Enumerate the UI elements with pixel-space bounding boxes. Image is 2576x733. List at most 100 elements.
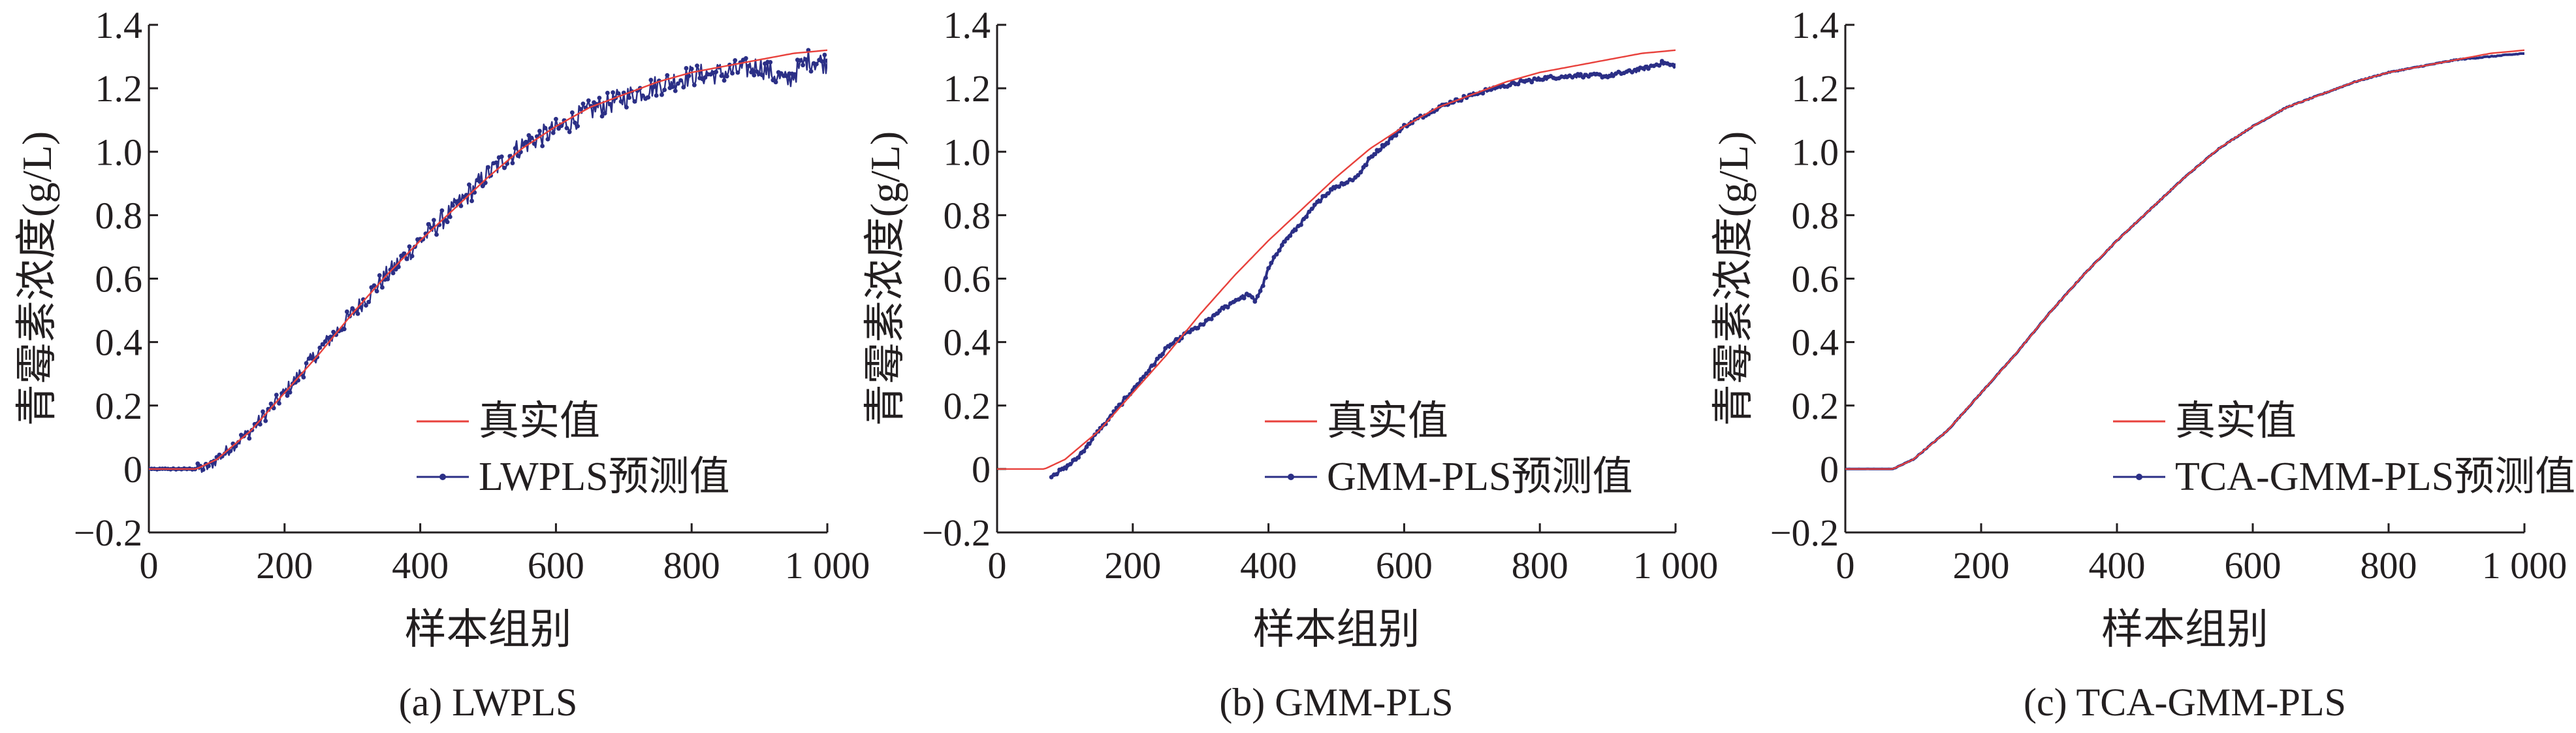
prediction-point bbox=[543, 125, 548, 131]
prediction-point bbox=[1068, 462, 1073, 466]
prediction-point bbox=[618, 99, 624, 104]
prediction-point bbox=[1152, 362, 1157, 367]
prediction-point bbox=[578, 106, 583, 112]
prediction-point bbox=[1260, 284, 1265, 288]
prediction-point bbox=[261, 409, 265, 414]
prediction-point bbox=[1160, 351, 1165, 357]
prediction-point bbox=[268, 401, 274, 406]
prediction-point bbox=[573, 120, 577, 125]
prediction-point bbox=[458, 203, 464, 208]
y-tick-label: 0.6 bbox=[95, 258, 143, 301]
y-tick-label: 1.2 bbox=[944, 67, 991, 110]
prediction-point bbox=[1269, 261, 1274, 265]
prediction-point bbox=[801, 63, 805, 68]
prediction-point bbox=[285, 393, 290, 398]
prediction-point bbox=[646, 95, 651, 100]
prediction-point bbox=[689, 66, 694, 71]
prediction-point bbox=[402, 251, 407, 256]
prediction-point bbox=[331, 329, 336, 334]
prediction-point bbox=[627, 95, 632, 100]
prediction-point bbox=[1252, 299, 1258, 304]
prediction-point bbox=[1350, 178, 1355, 183]
prediction-point bbox=[798, 58, 803, 63]
legend-label-prediction: GMM-PLS预测值 bbox=[1327, 455, 1633, 499]
prediction-point bbox=[554, 116, 558, 122]
prediction-point bbox=[586, 98, 591, 103]
x-tick-label: 0 bbox=[140, 544, 159, 587]
x-tick-label: 200 bbox=[1104, 544, 1161, 587]
prediction-point bbox=[564, 125, 569, 131]
prediction-point bbox=[320, 342, 325, 347]
prediction-point bbox=[746, 63, 751, 69]
prediction-point bbox=[524, 139, 529, 144]
prediction-point bbox=[714, 69, 719, 74]
x-tick-label: 600 bbox=[2225, 544, 2282, 587]
legend-marker-prediction bbox=[2136, 474, 2142, 480]
prediction-point bbox=[1293, 227, 1298, 233]
prediction-point bbox=[1372, 152, 1377, 157]
prediction-point bbox=[1266, 266, 1271, 270]
prediction-point bbox=[390, 270, 396, 276]
prediction-point bbox=[532, 141, 537, 146]
prediction-point bbox=[1309, 206, 1314, 212]
prediction-point bbox=[1657, 63, 1662, 68]
prediction-point bbox=[1154, 356, 1160, 361]
prediction-point bbox=[752, 73, 757, 78]
prediction-point bbox=[678, 78, 683, 83]
truth-line bbox=[997, 49, 1676, 470]
prediction-point bbox=[445, 220, 450, 225]
prediction-point bbox=[749, 70, 754, 74]
prediction-point bbox=[819, 59, 825, 64]
prediction-point bbox=[735, 70, 740, 75]
y-tick-label: 0.4 bbox=[95, 321, 143, 364]
prediction-point bbox=[759, 73, 765, 78]
prediction-point bbox=[730, 71, 735, 76]
prediction-point bbox=[263, 418, 268, 423]
prediction-point bbox=[822, 52, 827, 57]
prediction-point bbox=[556, 126, 561, 131]
prediction-point bbox=[632, 99, 637, 104]
prediction-point bbox=[550, 130, 556, 135]
x-tick-label: 1 000 bbox=[2482, 544, 2568, 587]
prediction-point bbox=[447, 214, 453, 220]
prediction-point bbox=[1055, 472, 1059, 477]
prediction-point bbox=[323, 339, 328, 344]
prediction-point bbox=[1646, 66, 1651, 71]
panel-caption: (c) TCA-GMM-PLS bbox=[2024, 681, 2346, 724]
prediction-point bbox=[247, 436, 252, 441]
prediction-point bbox=[1326, 191, 1331, 196]
prediction-point bbox=[355, 311, 360, 316]
prediction-point bbox=[407, 244, 412, 249]
prediction-point bbox=[773, 80, 778, 85]
y-axis-label: 青霉素浓度(g/L) bbox=[862, 131, 908, 427]
prediction-point bbox=[1271, 255, 1277, 260]
prediction-point bbox=[1277, 248, 1282, 253]
y-tick-label: 0 bbox=[123, 448, 142, 491]
y-tick-label: 0.2 bbox=[1792, 385, 1839, 427]
prediction-point bbox=[1304, 214, 1309, 220]
prediction-point bbox=[404, 256, 409, 261]
prediction-point bbox=[342, 327, 347, 332]
prediction-point bbox=[808, 69, 814, 74]
y-tick-label: 0.6 bbox=[944, 258, 991, 301]
prediction-point bbox=[1307, 209, 1312, 214]
prediction-point bbox=[1241, 295, 1247, 301]
legend-label-prediction: LWPLS预测值 bbox=[479, 455, 730, 499]
prediction-point bbox=[605, 90, 610, 95]
prediction-point bbox=[274, 393, 279, 397]
y-tick-label: −0.2 bbox=[922, 512, 991, 554]
y-tick-label: 1.2 bbox=[95, 67, 143, 110]
prediction-point bbox=[1274, 252, 1279, 257]
prediction-point bbox=[654, 93, 659, 98]
prediction-point bbox=[1250, 295, 1255, 300]
y-tick-label: 0.4 bbox=[1792, 321, 1839, 364]
prediction-point bbox=[660, 92, 664, 97]
prediction-point bbox=[499, 154, 504, 159]
prediction-point bbox=[277, 401, 281, 406]
y-tick-label: 0.8 bbox=[1792, 194, 1839, 236]
legend: 真实值 TCA-GMM-PLS预测值 bbox=[2113, 399, 2575, 499]
plot-area bbox=[1845, 49, 2524, 470]
prediction-point bbox=[1264, 275, 1268, 280]
x-tick-label: 800 bbox=[1512, 544, 1568, 587]
x-axis-label: 样本组别 bbox=[2101, 606, 2268, 653]
